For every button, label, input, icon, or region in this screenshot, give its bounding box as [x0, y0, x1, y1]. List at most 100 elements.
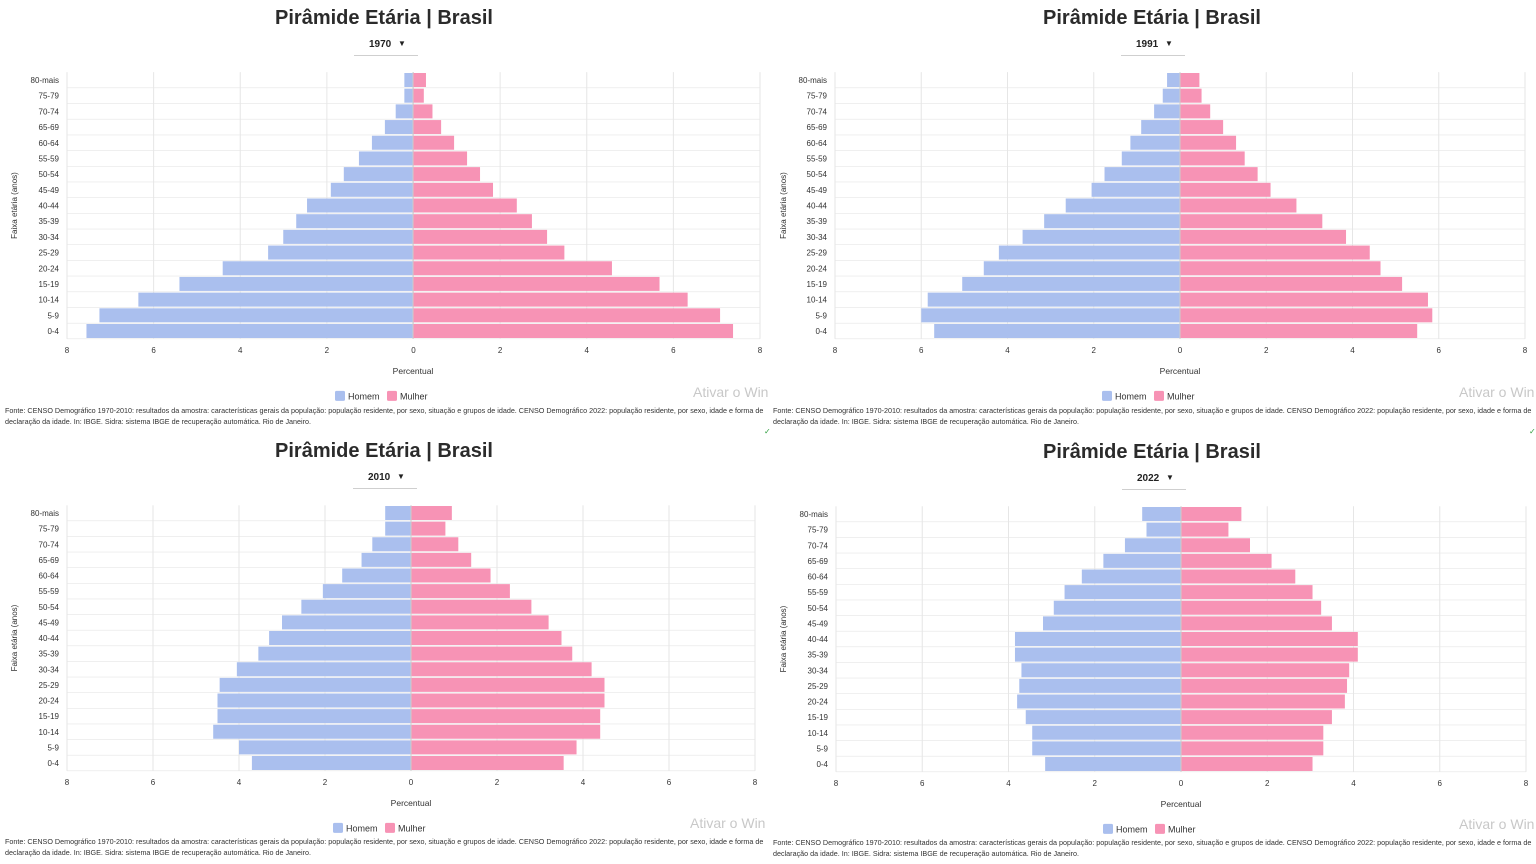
bar-homem: [283, 229, 413, 244]
y-tick-label: 70-74: [807, 107, 828, 116]
x-tick-label: 8: [758, 346, 763, 355]
bar-homem: [1019, 678, 1181, 693]
bar-homem: [1014, 632, 1181, 646]
bar-mulher: [413, 276, 660, 291]
y-tick-label: 55-59: [39, 154, 60, 163]
bar-mulher: [1180, 245, 1370, 260]
bar-homem: [395, 104, 413, 119]
y-tick-label: 50-54: [39, 170, 60, 179]
y-tick-label: 15-19: [39, 712, 60, 721]
bar-mulher: [1180, 198, 1297, 213]
y-tick-label: 45-49: [807, 186, 828, 195]
bar-homem: [179, 276, 413, 291]
bar-homem: [322, 584, 411, 599]
y-tick-label: 10-14: [39, 296, 60, 305]
y-tick-label: 60-64: [39, 139, 60, 148]
bar-mulher: [413, 214, 532, 229]
bar-homem: [361, 552, 411, 567]
y-tick-label: 5-9: [47, 743, 59, 752]
legend-label[interactable]: Mulher: [398, 823, 426, 833]
x-tick-label: 6: [919, 346, 924, 355]
x-tick-label: 6: [671, 346, 676, 355]
y-tick-label: 60-64: [808, 573, 829, 582]
y-tick-label: 5-9: [816, 744, 828, 753]
bar-homem: [1103, 553, 1181, 568]
x-tick-label: 4: [1351, 779, 1356, 788]
bar-homem: [1124, 538, 1181, 553]
y-tick-label: 45-49: [39, 186, 60, 195]
legend-label[interactable]: Homem: [1115, 391, 1147, 401]
legend-swatch-mulher: [1154, 390, 1164, 401]
y-tick-label: 55-59: [39, 587, 60, 596]
bar-mulher: [413, 324, 734, 338]
legend-label[interactable]: Homem: [348, 391, 380, 401]
x-tick-label: 8: [1524, 779, 1529, 788]
bar-mulher: [1180, 151, 1245, 166]
y-tick-label: 80-mais: [799, 76, 827, 85]
y-tick-label: 60-64: [39, 572, 60, 581]
y-tick-label: 75-79: [39, 92, 60, 101]
bar-mulher: [413, 104, 433, 119]
y-tick-label: 15-19: [807, 280, 828, 289]
bar-mulher: [1180, 261, 1381, 276]
chart-panel: Pirâmide Etária | Brasil 1991 ▼ 8 6 4 2 0 2 4 6…: [768, 0, 1536, 432]
y-tick-label: 80-mais: [800, 510, 828, 519]
year-dropdown[interactable]: 1991 ▼: [1121, 37, 1185, 56]
legend-label[interactable]: Homem: [1116, 824, 1148, 834]
bar-mulher: [413, 120, 442, 135]
bar-mulher: [1181, 725, 1324, 740]
legend-label[interactable]: Mulher: [400, 391, 428, 401]
bar-mulher: [1181, 553, 1272, 568]
x-axis-label: Percentual: [393, 366, 434, 376]
bar-homem: [86, 324, 414, 338]
bar-homem: [1121, 151, 1180, 166]
bar-homem: [385, 521, 411, 536]
corner-marker: ✓: [1529, 427, 1536, 436]
y-tick-label: 15-19: [39, 280, 60, 289]
x-tick-label: 2: [495, 778, 500, 787]
bar-mulher: [413, 88, 424, 103]
y-tick-label: 75-79: [807, 92, 828, 101]
y-tick-label: 10-14: [39, 728, 60, 737]
bar-homem: [217, 693, 411, 708]
bar-mulher: [413, 167, 481, 182]
x-tick-label: 8: [1523, 346, 1528, 355]
bar-mulher: [1180, 88, 1202, 103]
legend-label[interactable]: Mulher: [1167, 391, 1195, 401]
bar-homem: [99, 308, 413, 323]
bar-homem: [934, 324, 1180, 338]
legend-label[interactable]: Mulher: [1168, 824, 1196, 834]
bar-mulher: [1181, 678, 1348, 693]
x-axis-label: Percentual: [1161, 799, 1202, 809]
bar-homem: [1104, 167, 1180, 182]
x-tick-label: 6: [1437, 346, 1442, 355]
bar-homem: [1032, 741, 1181, 756]
year-dropdown[interactable]: 2022 ▼: [1122, 471, 1186, 490]
bar-homem: [1044, 214, 1180, 229]
x-tick-label: 0: [411, 346, 416, 355]
x-tick-label: 4: [1350, 346, 1355, 355]
bar-homem: [1142, 507, 1181, 521]
bar-mulher: [413, 308, 721, 323]
y-tick-label: 40-44: [807, 202, 828, 211]
bar-mulher: [413, 229, 548, 244]
y-tick-label: 35-39: [807, 217, 828, 226]
y-tick-label: 15-19: [808, 713, 829, 722]
year-dropdown[interactable]: 2010 ▼: [353, 470, 417, 489]
y-tick-label: 30-34: [39, 233, 60, 242]
bar-mulher: [1181, 507, 1242, 521]
legend-label[interactable]: Homem: [346, 823, 378, 833]
y-tick-label: 30-34: [807, 233, 828, 242]
year-dropdown[interactable]: 1970 ▼: [354, 37, 418, 56]
bar-mulher: [411, 584, 510, 599]
y-tick-label: 30-34: [39, 665, 60, 674]
y-tick-label: 20-24: [39, 697, 60, 706]
bar-mulher: [413, 198, 517, 213]
x-tick-label: 4: [1005, 346, 1010, 355]
pyramid-chart: 8 6 4 2 0 2 4 6 8 80-mais 75-79 70-74 65-69 60-64 55-5…: [779, 506, 1529, 834]
bar-homem: [1141, 120, 1180, 135]
legend-swatch-homem: [1103, 823, 1113, 834]
y-tick-label: 25-29: [39, 249, 60, 258]
bar-homem: [1154, 104, 1180, 119]
y-axis-label: Faixa etária (anos): [10, 172, 19, 239]
